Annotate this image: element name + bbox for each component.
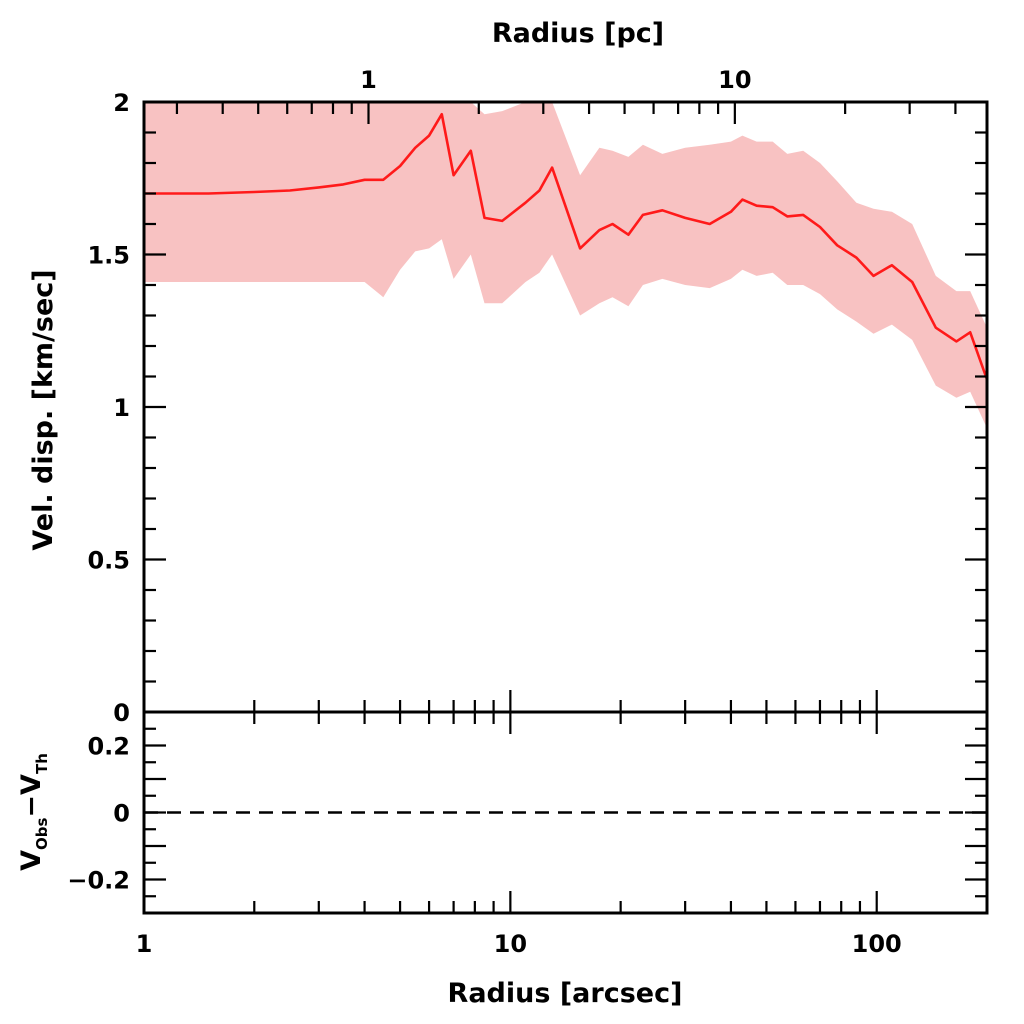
uncertainty-band xyxy=(144,102,987,429)
residual-y-tick-label: 0 xyxy=(113,800,130,828)
y-tick-label: 0.5 xyxy=(87,547,130,575)
velocity-dispersion-panel xyxy=(144,102,989,429)
x2-tick-label: 10 xyxy=(718,66,751,94)
y-tick-label: 0 xyxy=(113,699,130,727)
y-tick-label: 1.5 xyxy=(87,242,130,270)
x2-tick-label: 1 xyxy=(360,66,377,94)
x2-axis-title: Radius [pc] xyxy=(492,18,664,49)
x-tick-label: 10 xyxy=(494,930,527,958)
residual-y-axis-title: VObs−VTh xyxy=(16,753,51,871)
residual-y-tick-label: −0.2 xyxy=(67,867,130,895)
residual-y-tick-label: 0.2 xyxy=(87,733,130,761)
y-axis-title: Vel. disp. [km/sec] xyxy=(28,269,59,550)
y-tick-label: 1 xyxy=(113,394,130,422)
velocity-dispersion-line xyxy=(144,112,989,380)
bottom-plot-frame xyxy=(142,710,989,915)
x-tick-label: 100 xyxy=(852,930,902,958)
x-axis-title: Radius [arcsec] xyxy=(448,978,683,1009)
y-tick-label: 2 xyxy=(113,89,130,117)
x-tick-label: 1 xyxy=(136,930,153,958)
